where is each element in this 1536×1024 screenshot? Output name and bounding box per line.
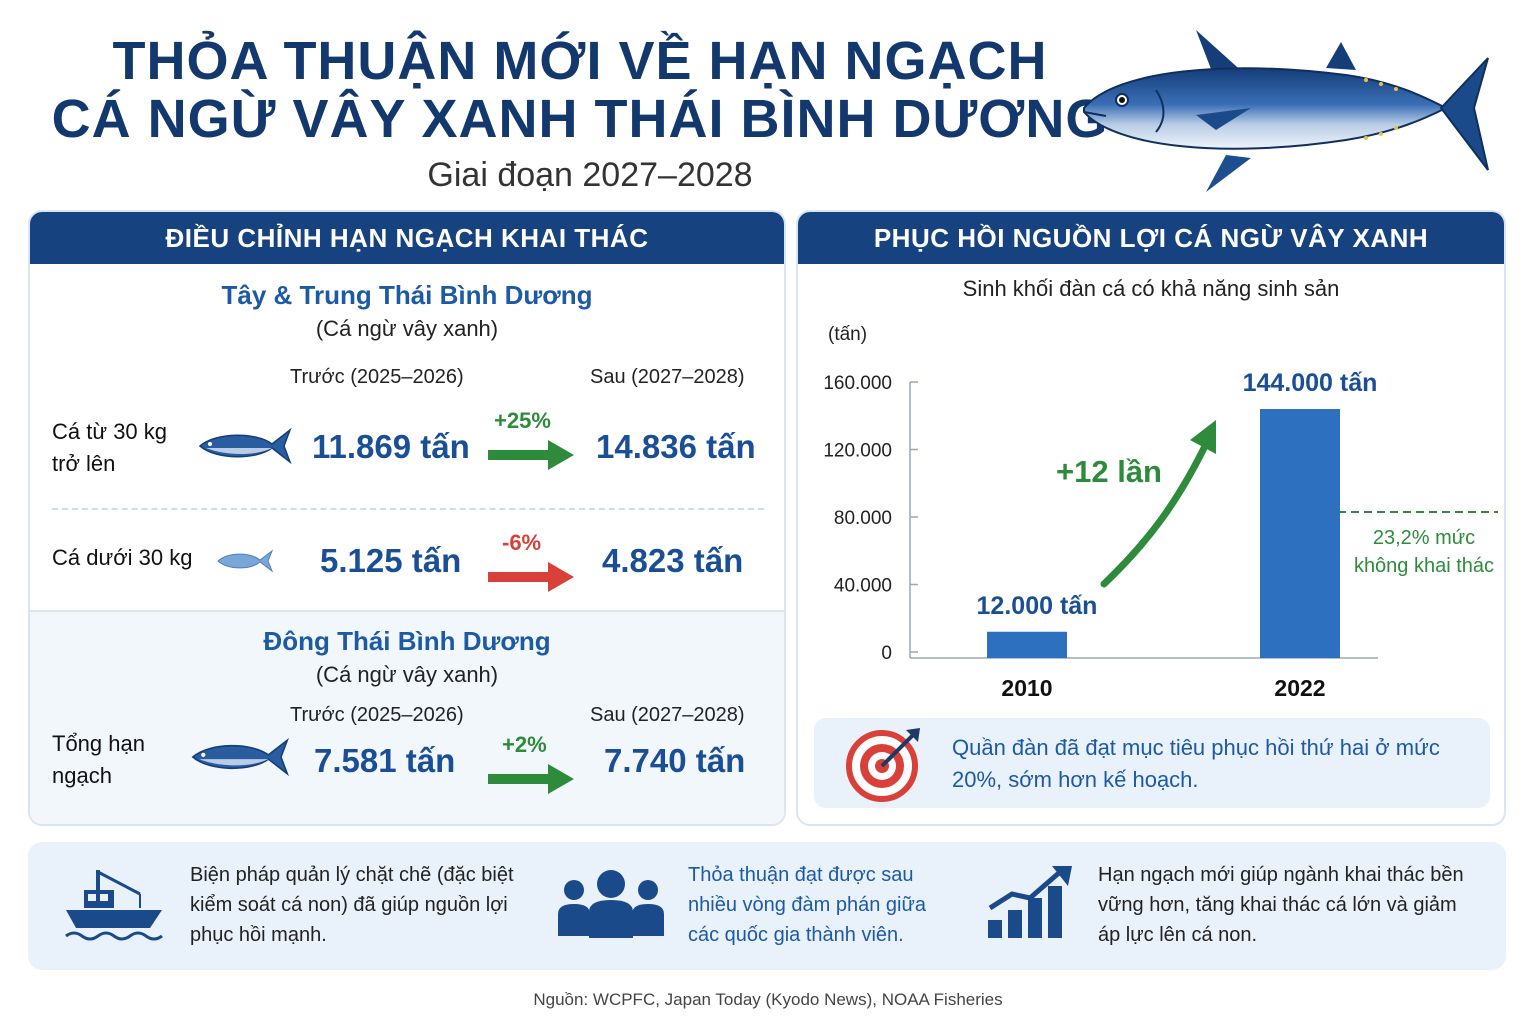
target-icon [846,728,920,802]
east-region-title: Đông Thái Bình Dương [263,626,551,656]
recovery-panel: PHỤC HỒI NGUỒN LỢI CÁ NGỪ VÂY XANH Sinh … [796,210,1506,826]
notes-bar: Biện pháp quản lý chặt chẽ (đặc biệt kiể… [28,842,1506,970]
east-after-label: Sau (2027–2028) [590,704,745,726]
quota-panel-heading: ĐIỀU CHỈNH HẠN NGẠCH KHAI THÁC [30,212,784,264]
fishing-boat-icon [65,870,163,941]
x-tick-label: 2022 [1274,675,1325,701]
west-before-label: Trước (2025–2026) [290,366,464,388]
west-small-before-value: 5.125 tấn [320,542,462,579]
west-large-change: +25% [494,408,551,433]
people-group-icon [558,870,664,938]
tuna-icon [198,427,292,465]
green-arrow-icon [488,440,574,470]
bar-2010 [987,631,1067,658]
recovery-panel-heading: PHỤC HỒI NGUỒN LỢI CÁ NGỪ VÂY XANH [798,212,1504,264]
growth-chart-icon [988,866,1072,938]
west-region-species: (Cá ngừ vây xanh) [315,316,499,341]
x-tick-label: 2010 [1001,675,1052,701]
title-line-1: THỎA THUẬN MỚI VỀ HẠN NGẠCH [112,31,1048,91]
west-large-after-value: 14.836 tấn [596,428,756,465]
west-after-label: Sau (2027–2028) [590,366,745,388]
growth-curve [1100,436,1212,588]
east-region-species: (Cá ngừ vây xanh) [315,662,499,687]
note-sustainability: Hạn ngạch mới giúp ngành khai thác bền v… [1098,864,1464,946]
quota-panel: ĐIỀU CHỈNH HẠN NGẠCH KHAI THÁC Tây & Tru… [28,210,786,826]
bar-value-label: 12.000 tấn [977,592,1098,620]
east-before-value: 7.581 tấn [314,742,456,779]
y-tick-label: 160.000 [823,373,892,394]
red-arrow-icon [488,562,574,592]
growth-arrow-head [1190,420,1216,454]
west-large-before-value: 11.869 tấn [312,428,470,465]
reference-label-line2: không khai thác [1354,555,1494,577]
small-tuna-icon [217,549,274,573]
source-note: Nguồn: WCPFC, Japan Today (Kyodo News), … [533,990,1003,1009]
row-label-total-quota: Tổng hạn ngạch [52,731,145,788]
biomass-chart: (tấn) 0 40.000 80.000 120.000 160.000 12.000… [823,324,1498,701]
note-management: Biện pháp quản lý chặt chẽ (đặc biệt kiể… [190,864,514,946]
tuna-illustration-icon [1083,30,1489,192]
note-negotiation: Thỏa thuận đạt được sau nhiều vòng đàm p… [688,864,927,946]
y-tick-label: 40.000 [834,576,892,597]
east-change: +2% [502,732,547,757]
row-label-small-fish: Cá dưới 30 kg [52,545,193,570]
y-tick-label: 80.000 [834,508,892,529]
east-after-value: 7.740 tấn [604,742,746,779]
west-small-after-value: 4.823 tấn [602,542,744,579]
bar-value-label: 144.000 tấn [1243,369,1378,397]
row-label-large-fish: Cá từ 30 kg trở lên [52,419,168,476]
title-line-2: CÁ NGỪ VÂY XANH THÁI BÌNH DƯƠNG [51,89,1109,149]
west-region-title: Tây & Trung Thái Bình Dương [221,280,593,310]
tuna-icon [191,737,290,777]
y-tick-label: 0 [881,643,892,664]
chart-title: Sinh khối đàn cá có khả năng sinh sản [962,276,1340,301]
east-before-label: Trước (2025–2026) [290,704,464,726]
reference-label-line1: 23,2% mức [1373,527,1475,549]
row-divider [52,508,764,510]
growth-label: +12 lần [1056,454,1162,489]
goal-text: Quần đàn đã đạt mục tiêu phục hồi thứ ha… [952,735,1440,792]
goal-callout: Quần đàn đã đạt mục tiêu phục hồi thứ ha… [814,718,1490,808]
bar-2022 [1260,409,1340,658]
west-small-change: -6% [502,530,542,555]
y-axis-label: (tấn) [828,324,867,345]
east-section-background [30,610,784,824]
subtitle: Giai đoạn 2027–2028 [427,156,753,194]
y-tick-label: 120.000 [823,441,892,462]
green-arrow-icon [488,764,574,794]
